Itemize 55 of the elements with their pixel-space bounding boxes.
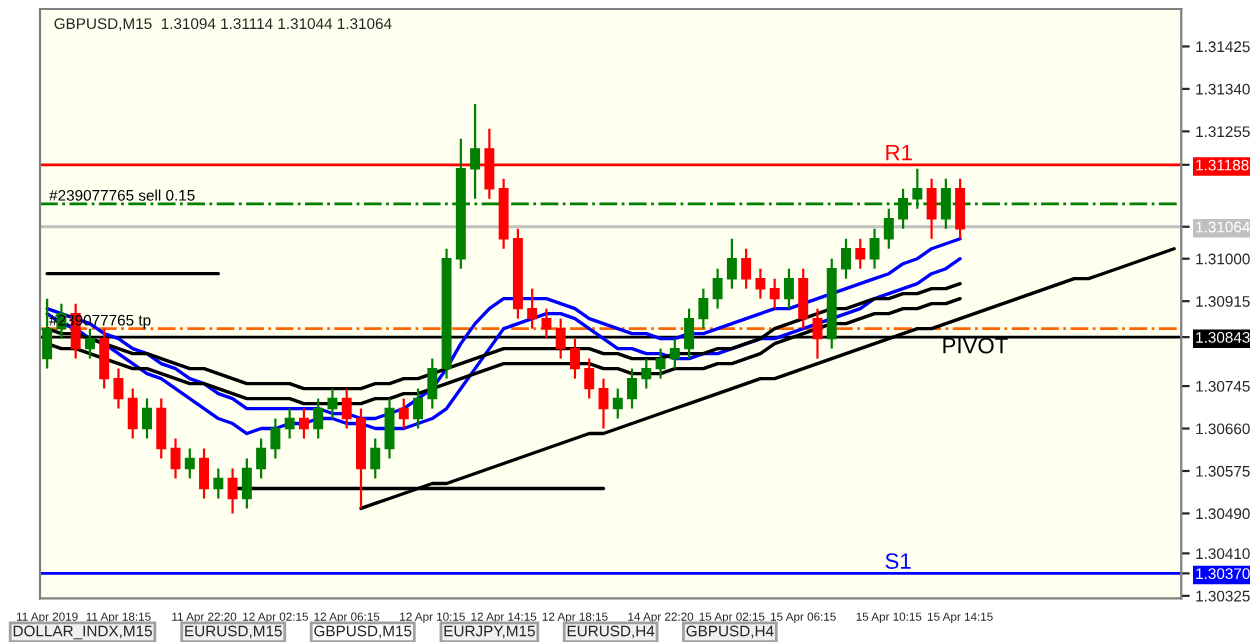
candlestick — [256, 437, 267, 480]
candlestick — [184, 447, 195, 480]
candlestick — [769, 277, 780, 310]
candlestick — [812, 307, 823, 360]
candlestick — [341, 387, 352, 430]
candlestick — [313, 397, 324, 440]
candlestick — [798, 267, 809, 330]
candlestick — [841, 237, 851, 280]
candlestick — [42, 297, 53, 370]
candlestick — [170, 437, 181, 480]
candlestick — [869, 227, 880, 270]
candlestick — [413, 387, 424, 430]
candlestick — [156, 397, 167, 460]
candlestick — [127, 387, 138, 440]
candlestick — [641, 357, 652, 390]
candlestick — [783, 267, 794, 310]
candlestick — [213, 467, 224, 500]
candlestick — [541, 307, 552, 340]
candlestick — [698, 287, 709, 330]
candlestick — [527, 287, 538, 330]
candlestick — [199, 447, 210, 500]
candlestick — [427, 357, 438, 410]
candlestick — [883, 207, 894, 250]
candlestick — [955, 177, 966, 240]
candlestick — [584, 357, 595, 400]
candlestick — [384, 397, 395, 460]
ref-line-label: PIVOT — [943, 337, 1008, 354]
candlestick — [684, 307, 695, 360]
candlestick — [926, 177, 937, 240]
candlestick — [298, 407, 309, 440]
candlestick — [726, 237, 737, 290]
candlestick — [655, 347, 666, 380]
candlestick — [227, 467, 238, 515]
candlestick — [99, 327, 110, 390]
candlestick — [669, 337, 680, 370]
candlestick — [370, 437, 381, 480]
candlestick — [627, 367, 637, 410]
candlestick — [712, 267, 723, 310]
candlestick — [270, 417, 281, 460]
candlestick — [741, 247, 752, 290]
candlestick — [555, 317, 566, 360]
candlestick — [612, 387, 623, 420]
ref-line-label: S1 — [885, 553, 911, 569]
candlestick — [241, 457, 252, 510]
candlestick — [569, 337, 580, 380]
candlestick — [755, 267, 766, 300]
candlestick — [113, 367, 124, 410]
candlestick — [398, 397, 409, 430]
candlestick — [598, 377, 609, 430]
candlestick — [142, 397, 152, 440]
candlestick — [855, 237, 866, 270]
candlestick — [84, 327, 95, 360]
candlestick — [327, 387, 338, 420]
ref-line-label: R1 — [886, 144, 912, 161]
candlestick — [284, 407, 295, 440]
